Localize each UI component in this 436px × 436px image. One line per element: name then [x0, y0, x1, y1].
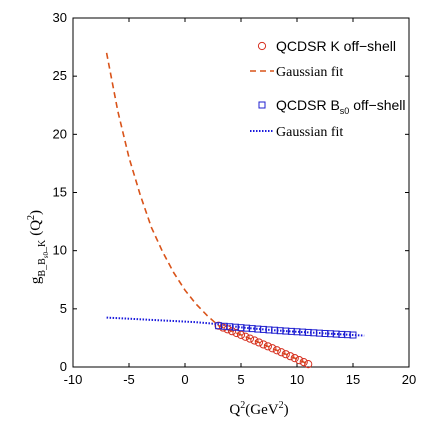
legend: QCDSR K off−shell Gaussian fit QCDSR Bs0 o… — [250, 38, 405, 140]
k-off-shell-point — [236, 330, 246, 339]
axes: -10 -5 0 5 10 15 20 0 5 10 15 20 25 30 — [53, 10, 417, 387]
y-tick-label: 20 — [53, 126, 67, 141]
k-off-shell-point — [254, 338, 264, 347]
k-gaussian-fit-line — [105, 52, 309, 365]
legend-label: Gaussian fit — [276, 125, 343, 140]
legend-label: Gaussian fit — [276, 65, 343, 80]
k-off-shell-point — [259, 340, 268, 349]
y-axis-label: gB_Bs0_K(Q2) — [26, 210, 50, 284]
series-layer — [105, 52, 365, 369]
k-off-shell-point — [241, 332, 250, 341]
legend-label: QCDSR K off−shell — [276, 38, 396, 54]
y-tick-label: 30 — [53, 10, 67, 25]
k-off-shell-point — [245, 334, 255, 343]
y-tick-label: 0 — [60, 359, 67, 374]
y-tick-label: 15 — [53, 185, 67, 200]
x-tick-label: -10 — [64, 372, 83, 387]
k-off-shell-point — [250, 336, 259, 345]
legend-marker-square — [258, 101, 266, 109]
x-tick-label: 15 — [346, 372, 360, 387]
k-off-shell-point — [272, 346, 281, 355]
legend-marker-circle — [257, 41, 267, 51]
k-off-shell-point — [277, 348, 286, 357]
k-off-shell-point — [304, 359, 313, 369]
x-axis-label: Q2(GeV2) — [229, 400, 288, 418]
k-off-shell-point — [295, 356, 304, 365]
k-off-shell-point — [214, 321, 223, 330]
y-tick-label: 5 — [60, 301, 67, 316]
legend-label: QCDSR Bs0 off−shell — [276, 97, 405, 116]
k-off-shell-point — [263, 342, 272, 351]
k-off-shell-point — [232, 328, 241, 338]
x-tick-label: 0 — [181, 372, 188, 387]
k-off-shell-point — [286, 352, 295, 361]
x-tick-label: 5 — [237, 372, 244, 387]
y-tick-label: 25 — [53, 68, 67, 83]
y-tick-label: 10 — [53, 243, 67, 258]
plot-frame — [72, 17, 410, 368]
k-off-shell-point — [281, 350, 290, 359]
x-tick-label: -5 — [123, 372, 135, 387]
x-tick-label: 10 — [290, 372, 304, 387]
k-off-shell-point — [299, 358, 308, 367]
x-tick-label: 20 — [402, 372, 416, 387]
bs0-off-shell-point — [349, 331, 357, 339]
k-off-shell-point — [268, 344, 277, 353]
k-off-shell-point — [290, 354, 299, 363]
